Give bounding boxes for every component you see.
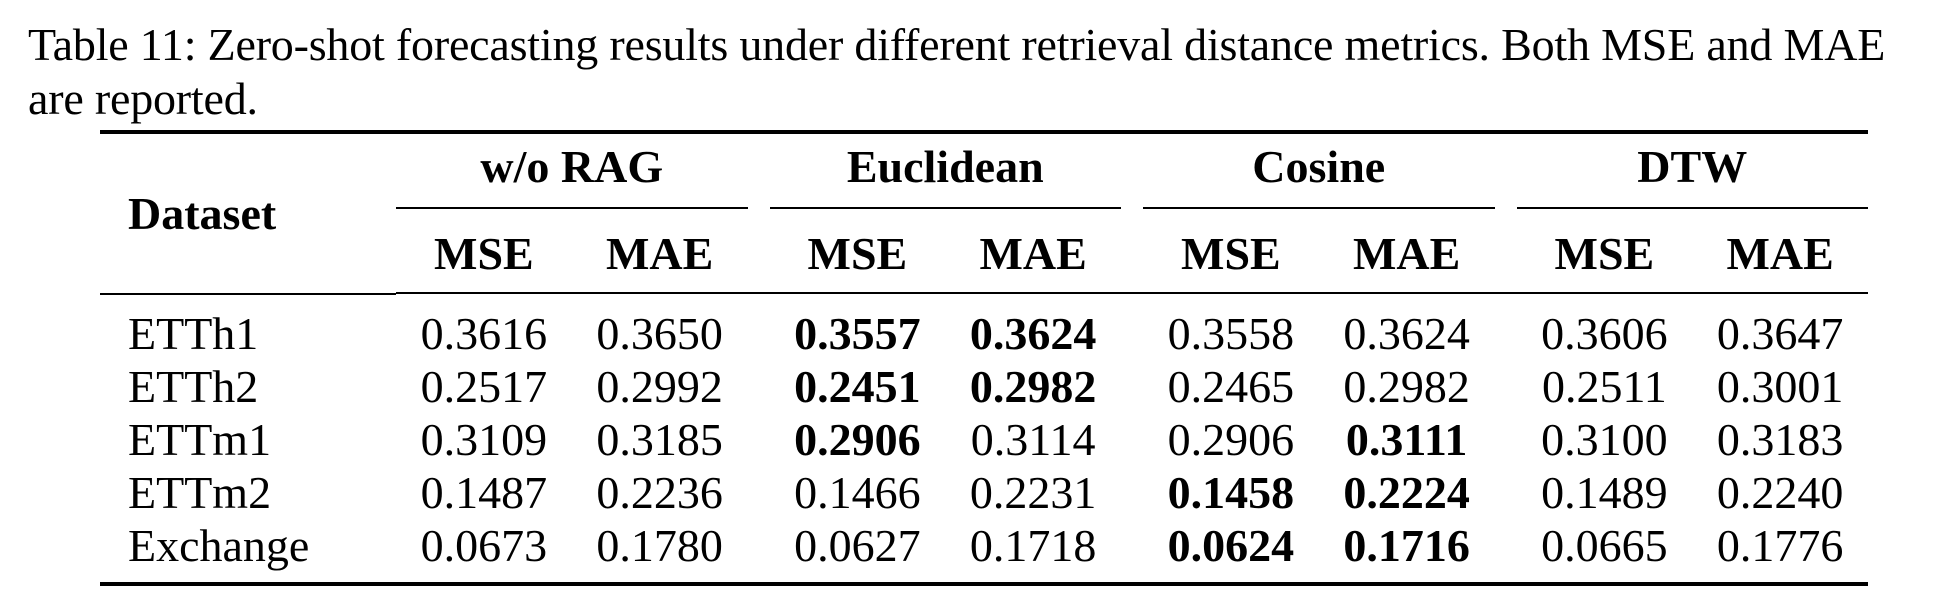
value-cell: 0.3100 [1541,414,1668,465]
value-cell: 0.3616 [420,307,548,359]
value-cell: 0.3111 [1345,414,1468,465]
dataset-cell: ETTh2 [128,361,259,412]
value-cell: 0.1458 [1167,467,1295,518]
value-cell: 0.2992 [596,361,723,412]
dataset-cell: ETTm2 [128,467,272,518]
value-cell: 0.2511 [1541,361,1667,412]
group-header-row: Dataset w/o RAG Euclidean Cosine DTW [100,134,1868,239]
metric-header-row: MSE MAE MSE MAE MSE MAE MSE MAE [100,214,1868,294]
table-row: ETTh1 0.3616 0.3650 0.3557 0.3624 0.3558 0.362… [100,294,1868,360]
value-cell: 0.1780 [571,519,748,586]
table-row: ETTh2 0.2517 0.2992 0.2451 0.2982 0.2465 0.298… [100,360,1868,413]
value-cell: 0.0624 [1143,519,1319,586]
metric-header: MSE [396,214,572,294]
dataset-cell: ETTm1 [128,414,272,465]
group-label: w/o RAG [396,140,748,209]
dataset-column-header: Dataset [128,188,277,239]
value-cell: 0.2982 [1343,361,1470,412]
value-cell: 0.3606 [1541,307,1668,359]
results-table-container: Dataset w/o RAG Euclidean Cosine DTW MSE… [100,130,1868,586]
group-header-euclidean: Euclidean [769,134,1121,214]
value-cell: 0.3114 [970,414,1096,465]
value-cell: 0.2517 [420,361,548,412]
table-row: Exchange 0.0673 0.1780 0.0627 0.1718 0.0624 0.… [100,519,1868,586]
group-label: Cosine [1143,140,1495,209]
value-cell: 0.1466 [794,467,921,518]
group-label: Euclidean [769,140,1121,209]
value-cell: 0.3001 [1716,361,1844,412]
metric-header: MAE [1692,214,1868,294]
value-cell: 0.3624 [1343,307,1470,359]
value-cell: 0.2906 [1167,414,1295,465]
dataset-cell: ETTh1 [128,308,259,359]
value-cell: 0.0673 [396,519,572,586]
value-cell: 0.2451 [794,361,921,412]
value-cell: 0.3183 [1716,414,1844,465]
value-cell: 0.3647 [1716,307,1844,359]
table-body: ETTh1 0.3616 0.3650 0.3557 0.3624 0.3558 0.362… [100,294,1868,586]
table-row: ETTm1 0.3109 0.3185 0.2906 0.3114 0.2906 0.311… [100,413,1868,466]
value-cell: 0.2982 [969,361,1097,412]
value-cell: 0.0627 [769,519,946,586]
value-cell: 0.3557 [794,307,921,359]
group-header-wo-rag: w/o RAG [396,134,748,214]
metric-header: MAE [1318,214,1495,294]
value-cell: 0.1716 [1318,519,1495,586]
table-caption: Table 11: Zero-shot forecasting results … [28,19,1886,124]
group-header-dtw: DTW [1516,134,1868,214]
group-label: DTW [1516,140,1868,209]
metric-header: MSE [1516,214,1693,294]
value-cell: 0.1487 [420,467,548,518]
value-cell: 0.3558 [1167,307,1295,359]
value-cell: 0.2465 [1167,361,1295,412]
value-cell: 0.2240 [1716,467,1844,518]
value-cell: 0.3185 [596,414,723,465]
value-cell: 0.3650 [596,307,723,359]
dataset-cell: Exchange [100,519,396,586]
value-cell: 0.1776 [1692,519,1868,586]
value-cell: 0.3109 [420,414,548,465]
metric-header: MSE [769,214,946,294]
value-cell: 0.2231 [969,467,1097,518]
value-cell: 0.2906 [794,414,921,465]
value-cell: 0.1718 [945,519,1121,586]
metric-header: MAE [571,214,748,294]
table-row: ETTm2 0.1487 0.2236 0.1466 0.2231 0.1458 0.222… [100,466,1868,519]
metric-header: MAE [945,214,1121,294]
value-cell: 0.3624 [969,307,1097,359]
metric-header: MSE [1143,214,1319,294]
group-header-cosine: Cosine [1143,134,1495,214]
results-table: Dataset w/o RAG Euclidean Cosine DTW MSE… [100,130,1868,586]
value-cell: 0.2224 [1343,467,1470,518]
value-cell: 0.0665 [1516,519,1693,586]
value-cell: 0.1489 [1541,467,1668,518]
value-cell: 0.2236 [596,467,723,518]
